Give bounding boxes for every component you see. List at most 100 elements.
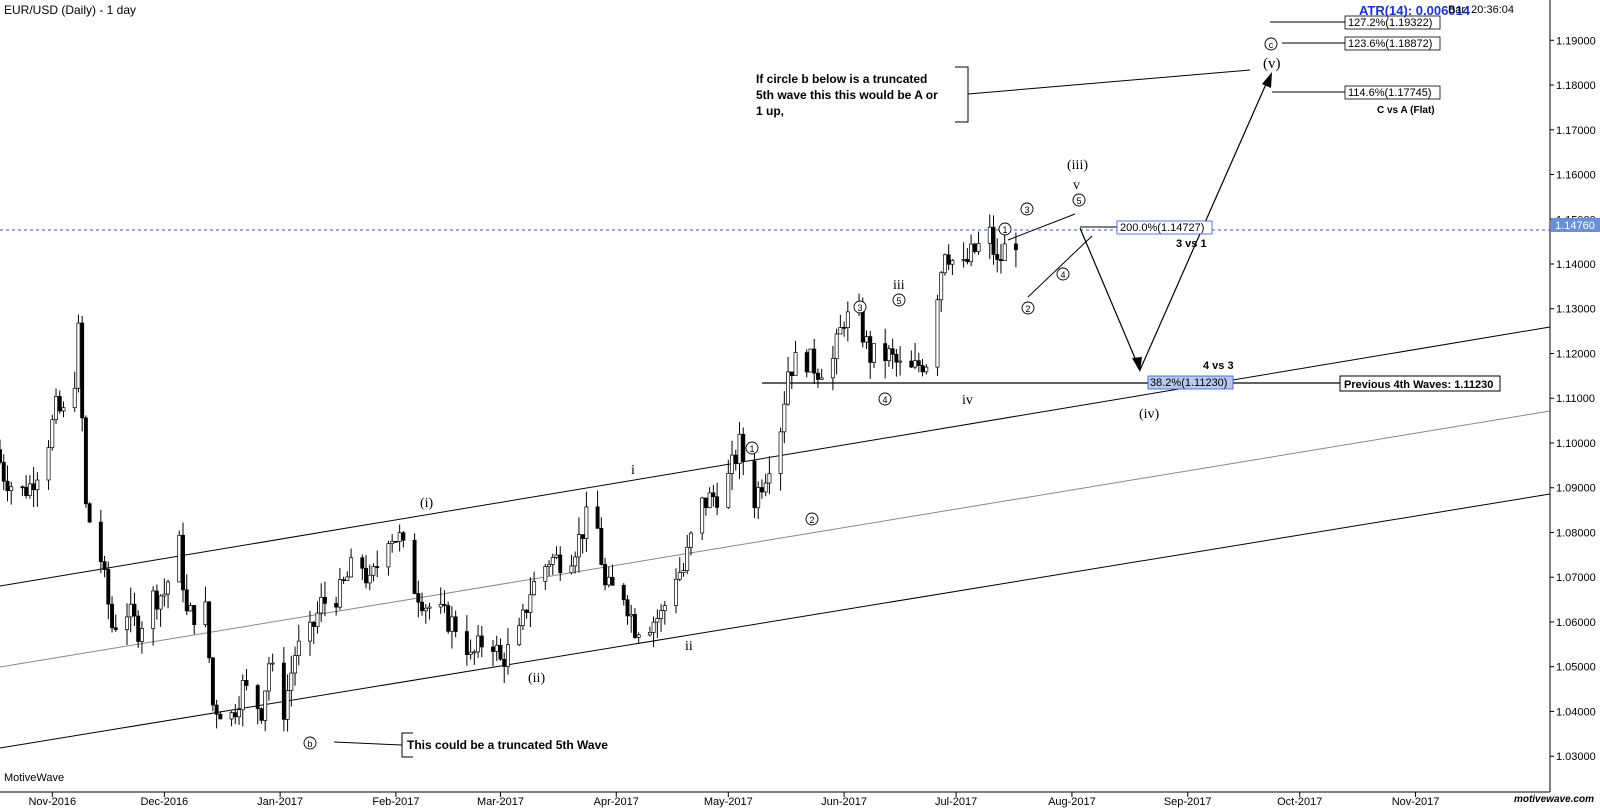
candle-body (397, 532, 402, 542)
diagonal-lower-line (1027, 235, 1093, 298)
svg-text:4: 4 (1060, 270, 1065, 280)
candle-body (782, 403, 787, 433)
candle-body (558, 554, 563, 574)
candle-body (502, 658, 507, 667)
circle-1-label-may: 1 (745, 441, 759, 455)
candle-body (390, 541, 395, 544)
c-vs-a-note: C vs A (Flat) (1377, 105, 1435, 116)
candle-body (786, 371, 791, 405)
projection-arrow-down (1132, 357, 1142, 372)
candle-body (132, 603, 137, 617)
candle-body (136, 615, 141, 642)
svg-text:5: 5 (1076, 196, 1081, 206)
candle-body (296, 640, 301, 656)
candle-body (98, 521, 103, 563)
alt-note-line-3: 1 up, (756, 104, 784, 118)
candle-body (113, 627, 118, 630)
candle-body (741, 433, 746, 462)
candle-body (491, 646, 495, 652)
circle-b-label: b (303, 736, 317, 750)
three-vs-one-note: 3 vs 1 (1176, 238, 1207, 250)
candle-body (890, 348, 895, 355)
candle-body (9, 486, 14, 492)
candle-body (685, 546, 690, 571)
price-tick-label: 1.03000 (1556, 751, 1596, 763)
candle-body (468, 651, 473, 655)
candle-body (894, 353, 899, 363)
candle-body (35, 479, 40, 491)
candle-body (916, 360, 921, 366)
candle-body (472, 651, 477, 654)
candle-body (375, 566, 380, 568)
candle-body (498, 644, 503, 660)
price-tick-label: 1.16000 (1556, 170, 1596, 182)
svg-text:b: b (307, 739, 312, 749)
candle-body (756, 487, 761, 509)
chart-title: EUR/USD (Daily) - 1 day (4, 3, 137, 17)
price-tick-label: 1.04000 (1556, 706, 1596, 718)
time-tick-label: Feb-2017 (372, 796, 419, 808)
wave-label-iii: iii (893, 278, 905, 293)
candle-body (214, 704, 219, 715)
time-tick-label: Sep-2017 (1164, 796, 1212, 808)
price-tick-label: 1.07000 (1556, 572, 1596, 584)
svg-text:c: c (1269, 40, 1274, 50)
candle-body (54, 396, 58, 421)
time-tick-label: May-2017 (704, 796, 753, 808)
wave-label-iii-minor: (iii) (1067, 158, 1088, 173)
candle-body (233, 712, 238, 718)
truncated-label: This could be a truncated 5th Wave (407, 738, 608, 752)
candle-body (662, 605, 667, 611)
fib-1146-box (1344, 85, 1441, 100)
candle-body (950, 260, 955, 265)
channel-middle-line (0, 410, 1551, 668)
candle-body (808, 348, 813, 373)
candle-body (401, 532, 406, 541)
wave-label-i: i (631, 463, 635, 478)
candle-body (158, 595, 163, 610)
alt-note-line-1: If circle b below is a truncated (756, 72, 927, 86)
wave-label-ii: ii (685, 639, 693, 654)
price-tick-label: 1.05000 (1556, 662, 1596, 674)
candle-body (700, 497, 705, 534)
prev-4th-box (1339, 375, 1501, 392)
candle-body (1013, 243, 1018, 251)
circle-2-label-jul: 2 (1021, 301, 1035, 315)
candle-body (752, 460, 757, 509)
candle-body (636, 634, 641, 638)
candle-body (371, 566, 376, 576)
wave-label-iv: iv (962, 393, 973, 408)
candle-body (334, 602, 339, 608)
candle-body (293, 655, 298, 674)
candle-body (210, 657, 215, 706)
candle-body (255, 685, 260, 709)
candle-body (506, 644, 510, 667)
candle-body (924, 366, 929, 373)
candle-body (20, 486, 25, 489)
candle-body (188, 605, 193, 612)
circle-5-label-jul: 5 (1072, 193, 1086, 207)
candle-body (759, 487, 764, 493)
candle-body (102, 561, 107, 570)
candle-body (218, 713, 223, 720)
fib-1146-label: 114.6%(1.17745) (1348, 87, 1432, 99)
candle-body (166, 581, 171, 595)
candle-body (872, 343, 876, 363)
candle-body (610, 576, 615, 586)
fib-382-box (1147, 375, 1234, 390)
candle-body (969, 243, 974, 263)
circle-2-label-may: 2 (805, 512, 819, 526)
candle-body (442, 604, 447, 606)
candle-body (139, 628, 144, 642)
candle-body (920, 365, 925, 373)
candle-body (438, 604, 443, 608)
candle-body (834, 333, 839, 359)
candle-body (349, 557, 354, 578)
candle-body (229, 712, 234, 720)
alt-note-pointer (967, 69, 1251, 95)
candle-body (281, 662, 286, 720)
circle-4-label-jul: 4 (1056, 267, 1070, 281)
candle-body (812, 348, 817, 374)
candle-body (181, 534, 185, 591)
